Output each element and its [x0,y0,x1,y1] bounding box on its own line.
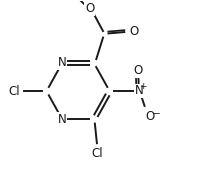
Text: O: O [129,25,138,38]
Text: N: N [134,84,143,97]
Text: O: O [145,110,154,123]
Text: −: − [151,109,160,119]
Text: O: O [133,64,142,77]
Text: N: N [58,56,66,69]
Text: O: O [85,2,94,15]
Text: Cl: Cl [8,85,20,98]
Text: Cl: Cl [91,147,102,160]
Text: +: + [139,82,146,91]
Text: N: N [58,113,66,126]
